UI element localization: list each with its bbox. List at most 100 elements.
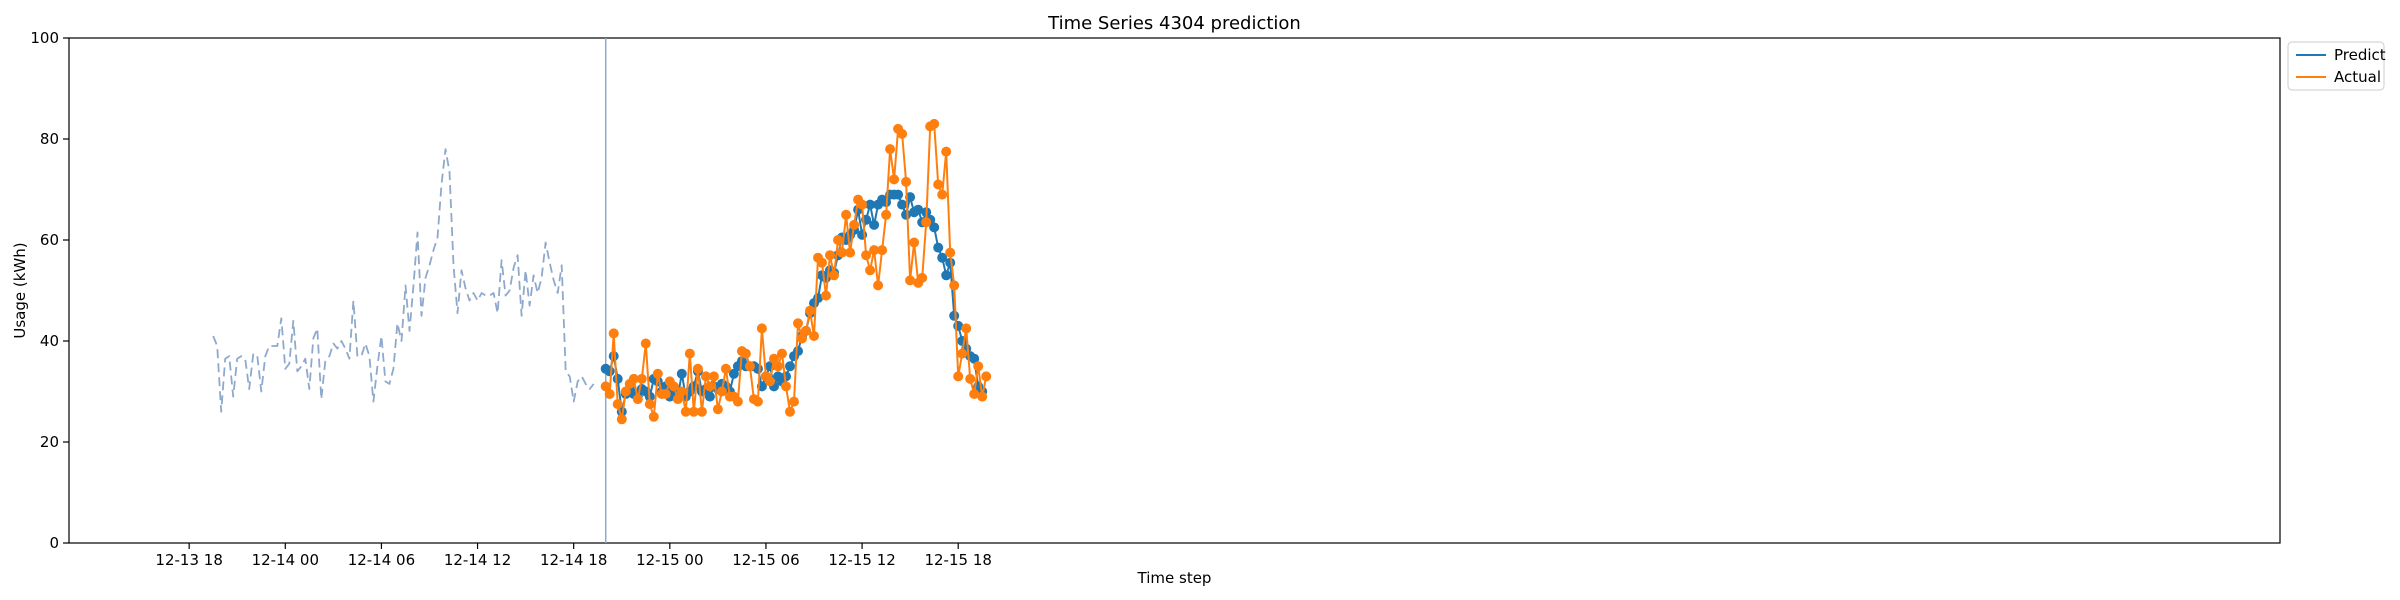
legend-label-predict: Predict: [2334, 46, 2386, 64]
data-point-actual: [953, 371, 964, 382]
x-tick-label: 12-14 18: [540, 551, 607, 569]
series-line-history: [212, 148, 595, 413]
data-point-actual: [793, 318, 803, 329]
data-point-actual: [604, 389, 615, 399]
data-point-actual: [744, 361, 755, 372]
data-point-actual: [929, 118, 940, 129]
x-axis-label: Time step: [1137, 569, 1212, 587]
data-point-actual: [917, 272, 928, 283]
data-point-actual: [869, 245, 880, 256]
data-point-predict: [901, 209, 912, 220]
data-point-actual: [865, 265, 876, 276]
data-point-actual: [833, 235, 843, 245]
x-tick-label: 12-14 12: [444, 551, 511, 569]
data-point-actual: [977, 391, 988, 402]
data-point-actual: [720, 363, 731, 374]
data-point-actual: [636, 373, 647, 384]
data-point-predict: [728, 368, 739, 379]
data-point-actual: [933, 179, 944, 190]
data-point-actual: [961, 323, 972, 334]
data-point-actual: [704, 381, 715, 392]
y-axis-label: Usage (kWh): [11, 242, 29, 338]
data-point-actual: [765, 376, 775, 387]
data-point-actual: [756, 323, 767, 334]
data-point-predict: [865, 199, 876, 210]
data-point-actual: [680, 406, 691, 417]
data-point-actual: [600, 381, 611, 392]
data-point-predict: [969, 353, 980, 364]
y-tick-label: 20: [40, 433, 59, 451]
data-point-actual: [769, 353, 779, 364]
data-point-actual: [620, 386, 631, 397]
data-point-actual: [937, 189, 948, 200]
data-point-actual: [668, 381, 679, 392]
data-point-actual: [708, 371, 719, 382]
data-point-actual: [945, 247, 956, 258]
data-point-predict: [704, 391, 715, 402]
data-point-actual: [773, 361, 783, 372]
data-point-actual: [921, 217, 932, 228]
data-point-actual: [857, 199, 868, 210]
data-point-predict: [929, 222, 940, 233]
x-tick-label: 12-15 00: [636, 551, 703, 569]
data-point-actual: [752, 396, 763, 407]
data-point-actual: [688, 406, 699, 417]
data-point-predict: [793, 346, 803, 357]
data-point-actual: [684, 348, 695, 359]
data-point-predict: [676, 368, 687, 379]
data-point-predict: [897, 199, 908, 210]
data-point-actual: [849, 219, 860, 230]
data-point-actual: [821, 290, 831, 301]
data-point-actual: [885, 144, 896, 155]
data-point-actual: [817, 257, 827, 268]
data-point-actual: [644, 399, 655, 410]
data-point-actual: [861, 250, 872, 261]
data-point-predict: [913, 204, 924, 215]
data-point-actual: [652, 368, 663, 379]
data-point-actual: [716, 386, 727, 397]
data-point-actual: [648, 411, 659, 422]
chart-title: Time Series 4304 prediction: [1047, 13, 1301, 34]
data-point-actual: [901, 176, 912, 187]
data-point-actual: [841, 209, 852, 220]
y-axis-ticks: 0 20 40 60 80 100: [30, 29, 69, 552]
data-point-actual: [732, 396, 743, 407]
data-point-actual: [973, 361, 984, 372]
data-point-actual: [676, 386, 687, 397]
data-point-actual: [941, 146, 952, 157]
data-point-actual: [969, 389, 980, 399]
data-point-actual: [905, 275, 916, 286]
data-point-actual: [949, 280, 960, 291]
data-point-actual: [801, 325, 811, 336]
legend-label-actual: Actual: [2334, 68, 2381, 86]
data-point-actual: [640, 338, 651, 349]
x-tick-label: 12-14 00: [252, 551, 319, 569]
data-point-actual: [785, 406, 795, 417]
data-point-actual: [829, 270, 839, 281]
data-point-actual: [797, 333, 807, 344]
data-point-actual: [877, 245, 888, 256]
data-point-actual: [889, 174, 900, 185]
data-point-predict: [604, 366, 615, 377]
data-point-actual: [873, 280, 884, 291]
data-point-actual: [909, 237, 920, 248]
data-point-actual: [781, 381, 791, 392]
data-point-predict: [869, 219, 880, 230]
data-point-predict: [937, 252, 948, 263]
data-point-actual: [805, 305, 815, 316]
x-axis-ticks: 12-13 18 12-14 00 12-14 06 12-14 12 12-14 18…: [155, 543, 992, 569]
data-point-actual: [777, 348, 787, 359]
data-point-actual: [712, 404, 723, 415]
data-point-actual: [981, 371, 992, 382]
x-tick-label: 12-15 06: [732, 551, 799, 569]
data-point-actual: [740, 348, 751, 359]
series-layer: [212, 118, 992, 425]
data-point-actual: [628, 373, 639, 384]
data-point-predict: [893, 189, 904, 200]
data-point-actual: [672, 394, 683, 405]
data-point-actual: [881, 209, 892, 220]
data-point-actual: [845, 247, 856, 258]
data-point-actual: [612, 399, 623, 410]
data-point-actual: [660, 389, 671, 399]
